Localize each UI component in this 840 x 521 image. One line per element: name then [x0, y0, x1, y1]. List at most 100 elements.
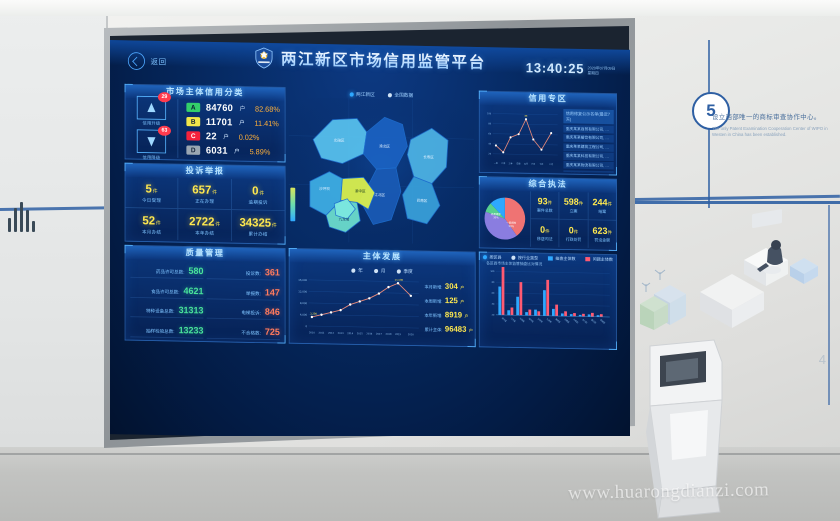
svg-text:2018: 2018	[386, 333, 392, 336]
svg-text:璧山区: 璧山区	[590, 318, 597, 325]
credit-upgrade-cell[interactable]: 29 信用升级	[136, 91, 171, 126]
growth-stat-unit: 户	[464, 314, 469, 320]
map-region-label: 北碚区	[334, 137, 345, 142]
trend-line-chart[interactable]: 100 80 60 40 20 88 一季 二季 三季	[480, 105, 561, 172]
credit-row[interactable]: C 22 户 0.02%	[186, 129, 284, 143]
credit-body: 29 信用升级 63 信用降级	[125, 91, 284, 160]
growth-stat-label: 累计主体:	[424, 327, 443, 334]
quality-row[interactable]: 投诉数: 361	[206, 266, 280, 281]
panel-enforcement: 综合执法 一般程序 58% 简易程序 30%	[478, 176, 617, 251]
quality-label: 不合格数:	[241, 330, 261, 337]
list-item[interactable]: 重庆某某物流有限公司, 已修复	[563, 161, 614, 170]
region-map-svg[interactable]: 北碚区 渝北区 江北区 长寿区 巴南区 沙坪坝 九龙坡 渝中区	[288, 97, 474, 245]
growth-stat[interactable]: 本年新增: 8919 户	[424, 310, 474, 321]
stat-value: 2722	[189, 213, 215, 228]
tab-dot-icon	[374, 268, 379, 274]
quality-value: 725	[264, 326, 280, 338]
quality-body: 药品许可总数: 580 食品许可总数: 4621 特种设备总数: 31313	[125, 259, 284, 346]
growth-stat[interactable]: 本月新增: 304 户	[424, 282, 474, 292]
growth-stat[interactable]: 本周新增: 125 户	[424, 296, 474, 306]
list-item[interactable]: 重庆某某餐饮有限公司, 已修复	[563, 133, 614, 143]
stat-cell[interactable]: 598件 立案	[558, 191, 588, 221]
back-label: 返回	[150, 57, 167, 67]
stat-cell[interactable]: 34325件 累计办结	[232, 210, 285, 242]
inspection-bar-chart[interactable]: 100 80 60 40 20	[485, 266, 612, 329]
toggle-label: 按行业类型	[517, 255, 539, 262]
quality-row[interactable]: 药品许可总数: 580	[130, 265, 204, 280]
map-legend-item-local[interactable]: 两江新区	[349, 90, 375, 98]
grade-unit: 户	[239, 105, 246, 112]
quality-label: 食品许可总数:	[150, 289, 180, 296]
stat-label: 累计办结	[248, 231, 268, 238]
stat-cell[interactable]: 2722件 本年办结	[178, 209, 232, 242]
svg-text:三季: 三季	[509, 161, 513, 165]
wall-isometric-illustration	[640, 200, 840, 330]
list-item[interactable]: 重庆某某食品有限公司, 已修复	[563, 170, 614, 173]
svg-text:2014: 2014	[347, 332, 353, 335]
stat-cell[interactable]: 5件 今日受理	[125, 176, 179, 210]
stat-label: 正在办理	[195, 199, 215, 205]
quality-label: 电梯投诉:	[241, 311, 261, 317]
credit-downgrade-cell[interactable]: 63 信用降级	[136, 125, 171, 160]
list-item[interactable]: 重庆某某商贸有限公司, 已修复	[563, 124, 614, 134]
svg-text:40: 40	[488, 142, 491, 145]
svg-text:20: 20	[488, 153, 491, 156]
police-emblem-icon	[254, 47, 274, 69]
grade-unit: 户	[223, 133, 229, 140]
stat-unit: 件	[155, 220, 161, 226]
grade-badge: A	[186, 102, 201, 113]
stat-cell[interactable]: 52件 本月办结	[125, 207, 179, 241]
legend-dot-icon	[387, 93, 392, 98]
grade-badge: C	[186, 131, 201, 141]
quality-row[interactable]: 举报数: 147	[206, 286, 280, 301]
stat-cell[interactable]: 0件 逾期投诉	[231, 178, 285, 212]
svg-text:2013: 2013	[338, 332, 344, 335]
bars-toggle-district[interactable]: 按区县	[482, 254, 502, 260]
svg-text:一般程序: 一般程序	[507, 221, 517, 225]
svg-text:80: 80	[492, 281, 495, 284]
upgrade-badge: 29	[157, 91, 171, 102]
svg-text:88: 88	[525, 115, 528, 118]
growth-stat-value: 125	[444, 296, 458, 306]
map-legend-item-national[interactable]: 全国数据	[387, 91, 414, 99]
stat-cell[interactable]: 93件 案件总数	[530, 191, 559, 220]
map-legend-label: 全国数据	[394, 93, 414, 99]
quality-value: 13233	[178, 325, 204, 336]
quality-row[interactable]: 食品许可总数: 4621	[130, 285, 204, 299]
credit-row[interactable]: D 6031 户 5.89%	[186, 144, 284, 158]
quality-row[interactable]: 电梯投诉: 846	[206, 306, 280, 321]
back-arrow-icon	[127, 52, 145, 71]
stat-cell[interactable]: 0件 行政处罚	[558, 219, 588, 248]
quality-row[interactable]: 特种设备总数: 31313	[130, 304, 204, 319]
svg-text:15,500: 15,500	[395, 279, 404, 282]
panel-complaints: 投诉举报 5件 今日受理 657件 正在办理 0件 逾期投诉	[124, 162, 286, 245]
quality-label: 特种设备总数:	[145, 309, 175, 315]
svg-text:一季: 一季	[494, 161, 498, 165]
list-header: 信用修复公示名单(最近7天)	[563, 109, 614, 125]
stat-cell[interactable]: 623件 罚没金额	[587, 220, 617, 249]
list-item[interactable]: 重庆某某科技有限公司, 已修复	[563, 152, 614, 161]
stat-cell[interactable]: 657件 正在办理	[178, 177, 232, 211]
growth-line-chart[interactable]: 16,000 12,000 8,000 4,000 0	[290, 272, 422, 340]
stat-cell[interactable]: 0件 移送司法	[530, 219, 559, 248]
wall-accent-vertical-2	[828, 205, 830, 405]
stat-label: 逾期投诉	[248, 200, 268, 206]
credit-row[interactable]: B 11701 户 11.41%	[186, 115, 284, 129]
list-item[interactable]: 重庆某某建筑工程公司, 已修复	[563, 143, 614, 152]
credit-repair-list[interactable]: 信用修复公示名单(最近7天) 重庆某某商贸有限公司, 已修复 重庆某某餐饮有限公…	[561, 106, 616, 173]
stat-cell[interactable]: 244件 结案	[587, 192, 617, 221]
stat-value: 657	[192, 182, 212, 197]
credit-row[interactable]: A 84760 户 82.68%	[186, 101, 284, 115]
quality-row[interactable]: 不合格数: 725	[206, 325, 280, 340]
back-button[interactable]: 返回	[127, 52, 167, 71]
enforcement-pie-chart[interactable]: 一般程序 58% 简易程序 30%	[480, 190, 530, 246]
stat-unit: 件	[212, 190, 217, 196]
quality-row[interactable]: 抽样检验总数: 13233	[130, 324, 204, 339]
growth-stat-value: 96483	[444, 324, 467, 335]
panel-inspection-bars: 按区县 按行业类型 抽查主体数 问题主体数 各区县市场主体监管抽查比对情况	[478, 251, 617, 350]
bars-toggle-industry[interactable]: 按行业类型	[511, 255, 538, 261]
growth-stat[interactable]: 累计主体: 96483 户	[424, 324, 474, 335]
series-label: 问题主体数	[592, 257, 613, 263]
dashboard-screen: 返回 两江新区市场信用监管平台 13:40:25	[110, 40, 630, 436]
wall-left-panel	[0, 0, 108, 521]
